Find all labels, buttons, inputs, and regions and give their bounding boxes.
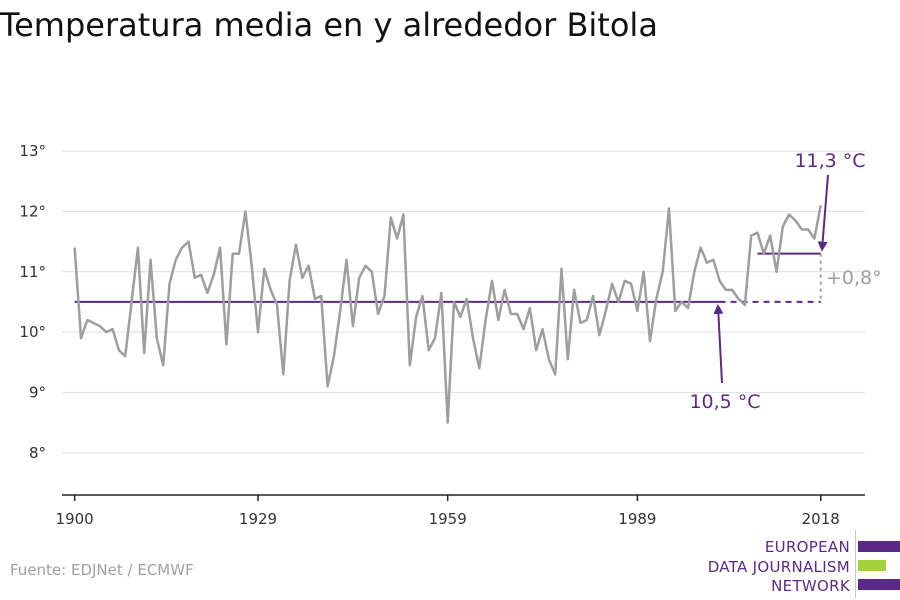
y-tick-label: 13°: [19, 142, 46, 160]
logo-bar-purple-top: [858, 541, 900, 552]
reference-lines: [74, 252, 822, 303]
y-tick-label: 12°: [19, 202, 46, 220]
baseline-mean-arrow: [713, 303, 724, 384]
recent-mean-label: 11,3 °C: [794, 150, 865, 172]
y-tick-label: 9°: [29, 383, 46, 401]
y-tick-label: 11°: [19, 263, 46, 281]
logo-bar-green: [858, 560, 886, 571]
series-layer: [73, 205, 822, 424]
x-tick-label: 1959: [429, 510, 467, 528]
x-tick-label: 1900: [56, 510, 94, 528]
logo-bar-purple-bottom: [858, 579, 900, 590]
x-tick-label: 1929: [239, 510, 277, 528]
logo-divider: [855, 530, 856, 598]
y-tick-label: 10°: [19, 323, 46, 341]
baseline-mean-label: 10,5 °C: [689, 391, 760, 413]
source-note: Fuente: EDJNet / ECMWF: [10, 561, 194, 579]
recent-mean-arrow: [817, 174, 829, 252]
temperature-series-line: [73, 205, 822, 424]
gridlines: [62, 150, 865, 454]
difference-label: +0,8°: [826, 267, 882, 289]
y-tick-label: 8°: [29, 444, 46, 462]
edjnet-logo: EUROPEAN DATA JOURNALISM NETWORK: [700, 530, 900, 600]
x-axis-ticks: 1900 1929 1959 1989 2018: [56, 495, 840, 528]
y-axis-ticks: 8° 9° 10° 11° 12° 13°: [19, 142, 46, 462]
chart-title: Temperatura media en y alrededor Bitola: [0, 6, 658, 44]
logo-text-european: EUROPEAN: [764, 538, 850, 556]
logo-text-data-journalism: DATA JOURNALISM: [707, 558, 850, 576]
x-tick-label: 1989: [618, 510, 656, 528]
annotations: 11,3 °C 10,5 °C +0,8°: [689, 150, 881, 413]
logo-text-network: NETWORK: [771, 577, 850, 595]
x-tick-label: 2018: [802, 510, 840, 528]
